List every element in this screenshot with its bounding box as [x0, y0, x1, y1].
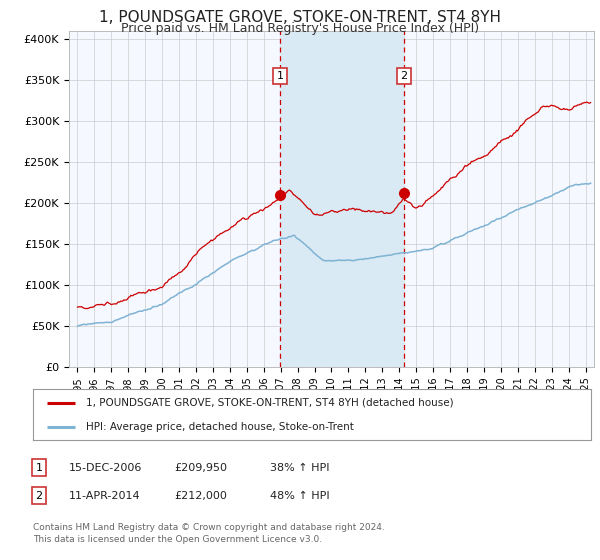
- Text: 15-DEC-2006: 15-DEC-2006: [69, 463, 142, 473]
- Text: HPI: Average price, detached house, Stoke-on-Trent: HPI: Average price, detached house, Stok…: [86, 422, 354, 432]
- Text: 1: 1: [35, 463, 43, 473]
- Bar: [280, 31, 404, 367]
- Text: This data is licensed under the Open Government Licence v3.0.: This data is licensed under the Open Gov…: [33, 535, 322, 544]
- Text: 11-APR-2014: 11-APR-2014: [69, 491, 140, 501]
- Text: 38% ↑ HPI: 38% ↑ HPI: [270, 463, 329, 473]
- Text: 48% ↑ HPI: 48% ↑ HPI: [270, 491, 329, 501]
- Text: 2: 2: [35, 491, 43, 501]
- Text: 1, POUNDSGATE GROVE, STOKE-ON-TRENT, ST4 8YH: 1, POUNDSGATE GROVE, STOKE-ON-TRENT, ST4…: [99, 10, 501, 25]
- Text: 1: 1: [277, 71, 284, 81]
- Text: £209,950: £209,950: [174, 463, 227, 473]
- Text: Price paid vs. HM Land Registry's House Price Index (HPI): Price paid vs. HM Land Registry's House …: [121, 22, 479, 35]
- Text: £212,000: £212,000: [174, 491, 227, 501]
- Text: 2: 2: [400, 71, 407, 81]
- Text: Contains HM Land Registry data © Crown copyright and database right 2024.: Contains HM Land Registry data © Crown c…: [33, 523, 385, 532]
- Text: 1, POUNDSGATE GROVE, STOKE-ON-TRENT, ST4 8YH (detached house): 1, POUNDSGATE GROVE, STOKE-ON-TRENT, ST4…: [86, 398, 454, 408]
